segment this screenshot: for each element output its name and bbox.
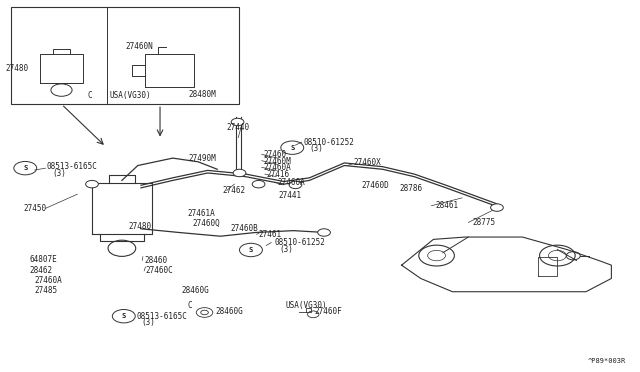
Circle shape [317,229,330,236]
Text: (3): (3) [52,169,66,178]
Text: 64807E: 64807E [29,255,58,264]
Text: 27460A: 27460A [264,163,291,172]
Text: 27460B: 27460B [230,224,258,233]
Text: 27416: 27416 [267,170,290,179]
Text: 08510-61252: 08510-61252 [275,238,325,247]
Text: USA(VG30): USA(VG30) [109,92,151,100]
Text: 27460M: 27460M [264,157,291,166]
Circle shape [252,180,265,188]
Text: 27485: 27485 [34,286,58,295]
Text: 27460F: 27460F [314,307,342,316]
Circle shape [491,204,503,211]
Text: 08513-6165C: 08513-6165C [47,162,98,171]
Text: 28462: 28462 [29,266,53,275]
Text: (3): (3) [280,245,293,254]
Text: 27490M: 27490M [189,154,216,163]
Circle shape [289,181,302,189]
Text: 28460G: 28460G [215,307,243,316]
Text: C: C [188,301,192,310]
Text: 27460X: 27460X [354,158,381,167]
Text: (3): (3) [309,144,323,153]
Text: 28460: 28460 [144,256,167,265]
Text: USA(VG30): USA(VG30) [285,301,327,310]
Text: 28775: 28775 [473,218,496,227]
Text: 27460Q: 27460Q [193,219,220,228]
Text: 28480M: 28480M [189,90,216,99]
Text: 27460: 27460 [264,150,287,159]
Text: 27441: 27441 [279,191,302,200]
Text: S: S [23,165,28,171]
Text: 27460N: 27460N [125,42,153,51]
Text: S: S [290,145,294,151]
Text: 28461: 28461 [435,201,458,210]
Text: S: S [249,247,253,253]
Text: 08510-61252: 08510-61252 [303,138,354,147]
Text: C: C [88,92,92,100]
Text: 08513-6165C: 08513-6165C [136,312,188,321]
Text: 27460A: 27460A [278,178,305,187]
Text: ^P89*003R: ^P89*003R [588,358,626,364]
Text: 27460C: 27460C [145,266,173,275]
FancyBboxPatch shape [11,7,239,104]
Circle shape [86,180,99,188]
Text: (3): (3) [141,318,155,327]
Text: 27461A: 27461A [188,209,215,218]
Text: 27462: 27462 [222,186,246,195]
Text: 27461: 27461 [259,230,282,239]
Text: 27480: 27480 [128,222,152,231]
Text: 28460G: 28460G [181,286,209,295]
Circle shape [231,118,244,126]
Text: 28786: 28786 [400,185,423,193]
Text: S: S [122,313,126,319]
Text: 27480: 27480 [5,64,28,73]
Text: 27440: 27440 [227,123,250,132]
Text: 27450: 27450 [23,204,47,213]
Text: 27460A: 27460A [34,276,62,285]
Text: 27460D: 27460D [362,181,389,190]
Circle shape [233,169,246,177]
